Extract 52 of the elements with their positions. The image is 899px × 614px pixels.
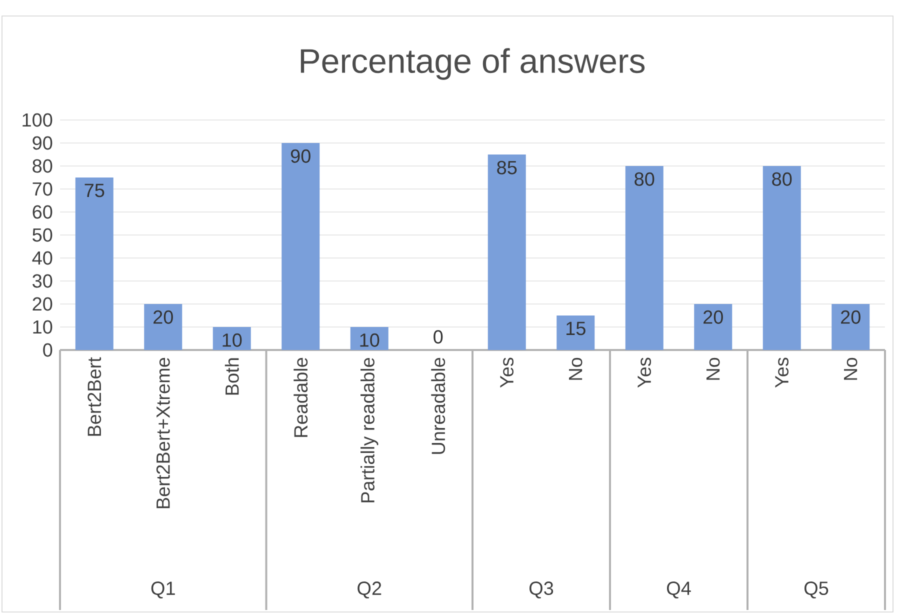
y-tick-label: 40 [32, 251, 52, 265]
bar [556, 315, 595, 350]
data-label: 85 [497, 160, 517, 174]
y-tick-label: 10 [33, 320, 52, 334]
data-label: 80 [772, 172, 792, 186]
data-label: 20 [704, 310, 723, 324]
data-label: 10 [222, 333, 242, 347]
bar [832, 304, 870, 350]
text: Q1 [151, 582, 175, 598]
bar [350, 326, 388, 350]
x-tick-label: Yes [638, 358, 652, 388]
data-label: 90 [290, 149, 310, 163]
y-tick-label: 100 [22, 113, 52, 127]
bar [488, 154, 526, 350]
y-tick-label: 70 [32, 182, 52, 196]
chart-title: Percentage of answers [300, 48, 645, 80]
text: Q4 [666, 582, 691, 598]
y-tick-label: 90 [32, 136, 52, 150]
x-tick-label: Both [224, 358, 239, 395]
text: Q3 [529, 582, 554, 598]
x-tick-label: No [568, 358, 582, 380]
bar [625, 166, 664, 350]
x-tick-label: Unreadable [431, 358, 446, 454]
y-tick-label: 80 [32, 159, 52, 173]
data-label: 20 [841, 310, 860, 324]
x-tick-label: Readable [294, 358, 308, 437]
data-label: 0 [434, 330, 443, 344]
x-tick-label: No [844, 358, 858, 380]
y-tick-label: 50 [32, 228, 52, 242]
data-label: 80 [634, 172, 654, 186]
x-tick-label: Partially readable [360, 358, 378, 502]
x-tick-label: Yes [500, 358, 514, 388]
x-tick-label: Yes [775, 358, 789, 388]
bar [762, 166, 801, 350]
x-tick-label: No [706, 358, 720, 380]
bar [75, 177, 114, 350]
bar [282, 142, 320, 350]
text: Q5 [804, 582, 828, 598]
y-tick-label: 20 [32, 297, 52, 311]
x-tick-label: Bert2Bert+Xtreme [156, 358, 170, 508]
data-label: 20 [154, 310, 173, 324]
x-tick-label: Bert2Bert [88, 357, 102, 436]
data-label: 75 [84, 184, 104, 198]
y-tick-label: 60 [32, 205, 52, 219]
bar [694, 304, 732, 350]
data-label: 10 [360, 333, 380, 347]
text: Q2 [358, 582, 382, 598]
y-tick-label: 30 [32, 274, 52, 288]
y-tick-label: 0 [43, 343, 52, 357]
bar [144, 304, 182, 350]
data-label: 15 [566, 322, 586, 336]
bar [212, 326, 251, 350]
